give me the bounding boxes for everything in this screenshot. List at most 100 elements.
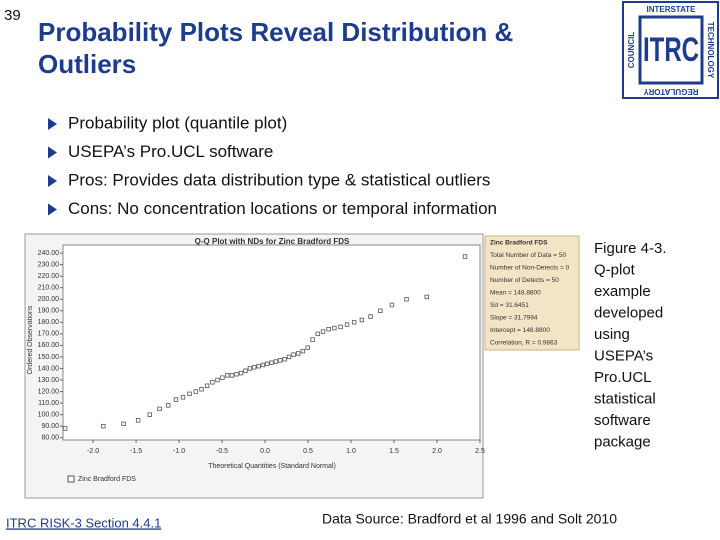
data-point [359,317,365,323]
data-point [338,324,343,330]
data-point [252,365,257,370]
y-tick-label: 240.00 [38,250,60,257]
y-tick-label: 150.00 [38,354,60,361]
data-point [273,359,279,364]
caption-line: example [594,283,651,300]
data-point [147,412,152,417]
data-point [300,348,306,354]
bullet-marker [48,203,57,216]
data-point [157,406,162,412]
data-point [368,314,373,319]
y-tick-label: 160.00 [38,342,60,349]
logo-main: ITRC [643,31,699,69]
x-tick-label: -2.0 [87,448,99,455]
y-tick-label: 110.00 [38,400,59,407]
slide-number: 39 [4,7,21,24]
data-point [220,375,225,380]
bullet-text: USEPA’s Pro.UCL software [68,142,273,161]
data-point [404,297,409,302]
stats-line: Slope = 31.7994 [490,315,538,322]
y-tick-label: 120.00 [38,388,60,395]
data-point [243,368,248,373]
y-axis-label: Ordered Observations [27,305,34,374]
caption-line: using [594,326,630,343]
data-point [269,360,274,365]
data-point [344,322,350,327]
y-tick-label: 90.00 [41,423,59,430]
data-point [305,345,310,350]
data-point [286,354,292,360]
caption-line: package [594,433,651,450]
y-tick-label: 100.00 [38,411,60,418]
data-point [389,302,395,308]
data-point [210,380,215,385]
x-tick-label: 2.0 [432,448,442,455]
stats-line: Correlation, R = 0.9863 [490,340,558,347]
stats-line: Mean = 148.8800 [490,290,541,297]
logo-right: TECHNOLOGY [706,22,715,79]
y-tick-label: 220.00 [38,273,60,280]
caption-line: Figure 4-3. [594,240,667,257]
data-point [199,387,204,392]
title: Outliers [38,49,136,79]
footer: ITRC RISK-3 Section 4.4.1 [6,515,161,530]
data-point [256,363,261,369]
y-tick-label: 170.00 [38,331,60,338]
caption-line: software [594,412,651,429]
stats-line: Zinc Bradford FDS [490,240,548,247]
bullet-marker [48,118,57,130]
data-point [187,391,192,397]
y-tick-label: 230.00 [38,261,60,268]
stats-line: Sd = 31.6451 [490,302,529,309]
plot-area [62,244,481,441]
stats-line: Number of Detects = 50 [490,277,559,284]
y-tick-label: 80.00 [41,435,59,442]
data-point [135,418,141,423]
data-point [193,389,198,394]
data-point [326,327,331,332]
logo: ITRC INTERSTATE TECHNOLOGY REGULATORY CO… [622,1,719,99]
data-point [351,320,357,325]
stats-line: Number of Non-Detects = 0 [490,265,570,272]
data-point [277,358,283,363]
source: Data Source: Bradford et al 1996 and Sol… [322,511,617,527]
bullet-marker [48,175,57,187]
data-point [282,357,287,362]
data-point [62,426,68,431]
stats-line: Total Number of Data = 50 [490,252,566,259]
data-point [265,361,270,367]
x-tick-label: 0.5 [303,448,313,455]
data-point [320,329,326,334]
data-point [310,337,315,342]
data-point [378,308,383,313]
caption-line: developed [594,304,663,321]
x-axis-label: Theoretical Quantities (Standard Normal) [208,463,336,470]
x-tick-label: 1.0 [346,448,356,455]
logo-left: COUNCIL [627,32,636,69]
bullet-list: Probability plot (quantile plot) USEPA’s … [48,113,497,218]
data-point [234,372,239,377]
logo-box [638,15,704,85]
data-point [204,383,210,388]
x-tick-label: -1.5 [130,448,142,455]
data-point [462,254,468,259]
logo-top: INTERSTATE [646,5,696,14]
data-point [166,403,171,408]
chart-title: Q-Q Plot with NDs for Zinc Bradford FDS [195,237,350,246]
caption: Figure 4-3. Q-plot example developed using US… [594,240,667,451]
data-point [315,331,320,337]
x-tick-label: 1.5 [389,448,399,455]
legend-label: Zinc Bradford FDS [78,476,136,483]
caption-line: statistical [594,390,656,407]
data-point [180,395,186,400]
chart: Q-Q Plot with NDs for Zinc Bradford FDS … [24,233,580,499]
data-point [229,373,235,378]
legend-swatch [67,475,75,483]
stats-line: Intercept = 148.8800 [490,327,550,334]
data-point [121,421,126,427]
data-point [424,294,429,300]
bullet-marker [48,146,57,159]
logo-bottom: REGULATORY [643,87,699,96]
